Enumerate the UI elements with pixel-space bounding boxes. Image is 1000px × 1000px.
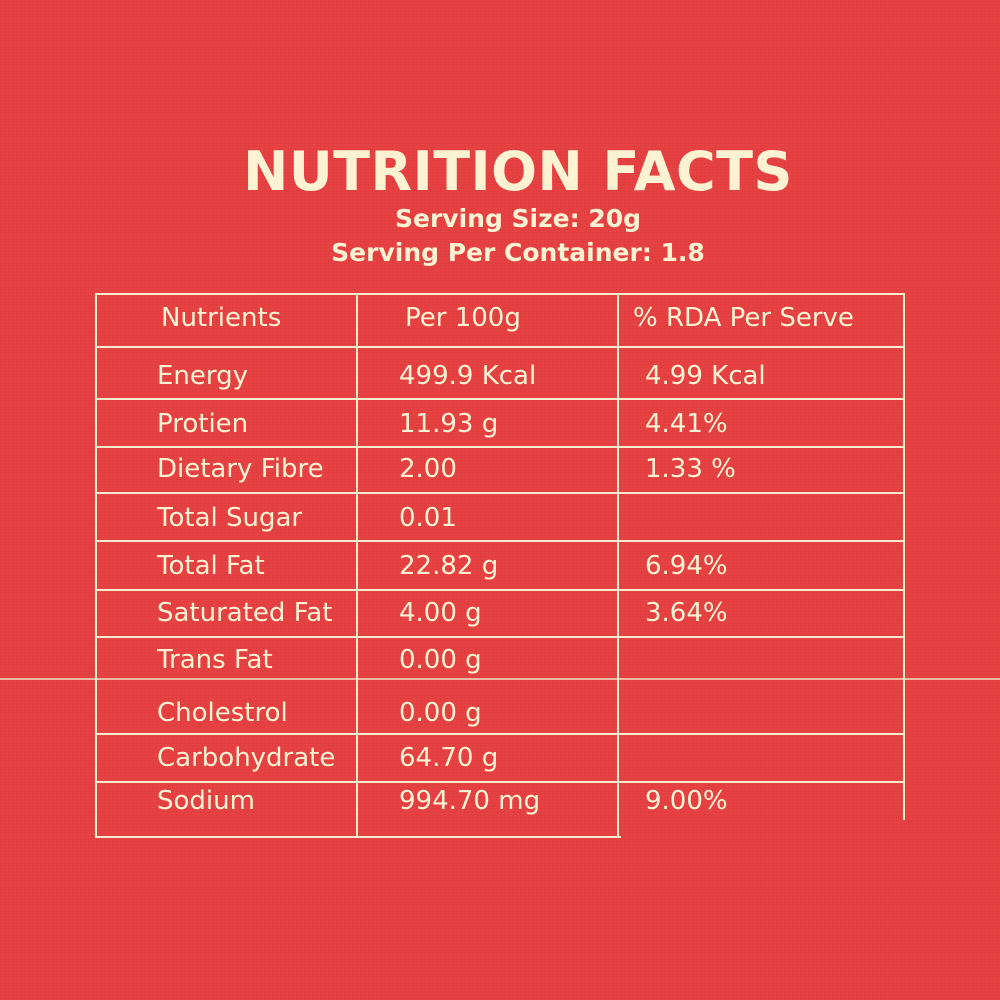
- nutrient-rda: 3.64%: [645, 598, 728, 628]
- row-divider: [95, 781, 905, 783]
- nutrient-per-100g: 2.00: [399, 454, 457, 484]
- nutrient-per-100g: 994.70 mg: [399, 786, 541, 816]
- nutrient-per-100g: 0.00 g: [399, 698, 482, 728]
- nutrient-name: Cholestrol: [157, 698, 288, 728]
- table-border-right: [903, 293, 905, 820]
- nutrient-per-100g: 0.00 g: [399, 645, 482, 675]
- page-title: NUTRITION FACTS: [243, 140, 793, 203]
- row-divider: [95, 589, 905, 591]
- package-fold-line: [0, 678, 1000, 680]
- row-divider: [95, 540, 905, 542]
- nutrient-rda: 6.94%: [645, 551, 728, 581]
- row-divider: [95, 398, 905, 400]
- nutrient-rda: 4.99 Kcal: [645, 361, 766, 391]
- row-divider: [95, 636, 905, 638]
- serving-size: Serving Size: 20g: [394, 204, 642, 233]
- nutrient-per-100g: 4.00 g: [399, 598, 482, 628]
- table-border-left: [95, 293, 97, 838]
- table-border-bottom: [95, 836, 621, 838]
- nutrient-per-100g: 64.70 g: [399, 743, 499, 773]
- nutrient-per-100g: 22.82 g: [399, 551, 499, 581]
- nutrient-per-100g: 499.9 Kcal: [399, 361, 537, 391]
- nutrient-per-100g: 11.93 g: [399, 409, 499, 439]
- nutrient-name: Total Fat: [157, 551, 265, 581]
- row-divider: [95, 492, 905, 494]
- nutrient-name: Carbohydrate: [157, 743, 336, 773]
- column-header-rda: % RDA Per Serve: [633, 303, 854, 333]
- nutrient-name: Protien: [157, 409, 249, 439]
- table-divider-col1: [356, 293, 358, 838]
- column-header-per-100g: Per 100g: [405, 303, 521, 333]
- nutrient-name: Energy: [157, 361, 249, 391]
- nutrient-rda: 9.00%: [645, 786, 728, 816]
- nutrient-name: Sodium: [157, 786, 255, 816]
- row-divider: [95, 346, 905, 348]
- table-divider-col2: [617, 293, 619, 838]
- nutrient-rda: 1.33 %: [645, 454, 736, 484]
- nutrient-name: Saturated Fat: [157, 598, 333, 628]
- nutrient-rda: 4.41%: [645, 409, 728, 439]
- nutrient-name: Trans Fat: [157, 645, 273, 675]
- servings-per-container: Serving Per Container: 1.8: [331, 238, 705, 267]
- nutrient-per-100g: 0.01: [399, 503, 457, 533]
- row-divider: [95, 733, 905, 735]
- table-border-top: [95, 293, 905, 295]
- row-divider: [95, 446, 905, 448]
- nutrient-name: Dietary Fibre: [157, 454, 324, 484]
- column-header-nutrients: Nutrients: [161, 303, 282, 333]
- nutrient-name: Total Sugar: [157, 503, 303, 533]
